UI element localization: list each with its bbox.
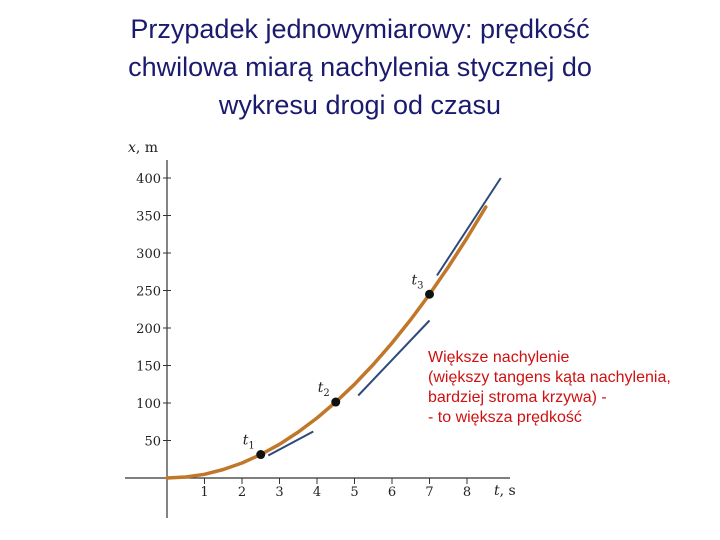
point-label-t1: t1 <box>243 433 255 452</box>
slide-title: Przypadek jednowymiarowy: prędkość chwil… <box>60 10 660 124</box>
y-tick-label: 250 <box>136 285 161 300</box>
points-layer: t1 t2 t3 <box>243 272 434 460</box>
position-curve <box>165 205 488 480</box>
tangent-layer <box>267 177 502 457</box>
x-axis-unit: , s <box>500 483 516 499</box>
x-axis-var: t <box>494 483 500 499</box>
x-tick-label: 7 <box>425 485 433 500</box>
tangent-line-1 <box>267 430 314 457</box>
y-axis-var: x <box>128 140 136 156</box>
x-tick-label: 3 <box>275 485 283 500</box>
y-tick-label: 350 <box>136 210 161 225</box>
x-tick-label: 1 <box>200 485 208 500</box>
annotation-line-3: bardziej stroma krzywa) - <box>428 389 607 406</box>
annotation-text: Większe nachylenie (większy tangens kąta… <box>428 348 718 428</box>
y-tick-label: 50 <box>144 435 161 450</box>
point-t2 <box>331 397 341 407</box>
point-label-t2: t2 <box>318 380 330 399</box>
ticks-layer: 1 2 3 4 5 6 7 8 50 100 150 200 250 300 350 400 <box>125 160 510 518</box>
title-line-1: Przypadek jednowymiarowy: prędkość <box>130 14 590 44</box>
annotation-line-4: - to większa prędkość <box>428 409 582 426</box>
x-tick-label: 2 <box>238 485 246 500</box>
x-tick-label: 4 <box>313 485 321 500</box>
y-axis-unit: , m <box>136 140 158 156</box>
y-axis-label: x, m <box>128 140 158 156</box>
y-tick-label: 150 <box>136 360 161 375</box>
curve-layer <box>165 205 488 480</box>
x-tick-label: 5 <box>350 485 358 500</box>
point-t3 <box>425 289 434 299</box>
annotation-line-2: (większy tangens kąta nachylenia, <box>428 369 671 386</box>
title-line-3: wykresu drogi od czasu <box>218 90 502 120</box>
y-tick-label: 200 <box>136 322 161 337</box>
point-t1 <box>256 450 266 460</box>
y-tick-label: 400 <box>136 172 161 187</box>
y-tick-label: 100 <box>136 397 161 412</box>
x-tick-label: 8 <box>463 485 471 500</box>
y-tick-label: 300 <box>136 247 161 262</box>
annotation-line-1: Większe nachylenie <box>428 349 570 366</box>
title-line-2: chwilowa miarą nachylenia stycznej do <box>128 52 592 82</box>
point-label-t3: t3 <box>412 272 424 291</box>
tangent-line-2 <box>357 319 431 397</box>
tangent-line-3 <box>436 177 502 277</box>
x-tick-label: 6 <box>388 485 396 500</box>
x-axis-label: t, s <box>494 483 516 499</box>
